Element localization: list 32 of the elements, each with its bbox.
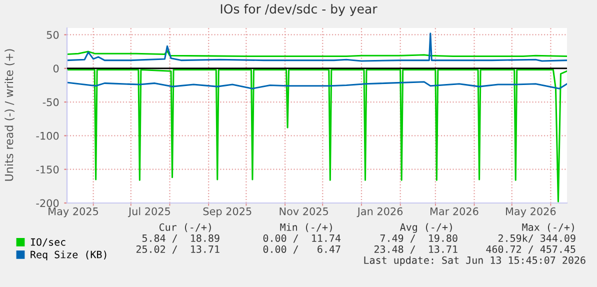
legend-label: IO/sec <box>30 238 66 247</box>
x-tick-label: Jul 2025 <box>128 207 170 218</box>
text: Max (-/+) <box>522 223 574 232</box>
text: 23.48 / 13.71 <box>374 245 458 254</box>
x-tick-label: Nov 2025 <box>280 207 328 216</box>
x-tick-label: Sep 2025 <box>203 207 252 218</box>
text: 2.59k/ 344.09 <box>498 234 576 243</box>
y-tick-label: -200 <box>36 199 59 208</box>
y-tick-label: 0 <box>53 64 59 72</box>
x-tick-label: May 2025 <box>48 207 98 218</box>
text: 7.49 / 19.80 <box>380 234 458 243</box>
x-tick-label: Mar 2026 <box>430 207 478 216</box>
text: 0.00 / 6.47 <box>263 245 340 254</box>
text: Last update: Sat Jun 13 15:45:07 2026 <box>364 256 586 266</box>
text: 25.02 / 13.71 <box>136 245 220 254</box>
line-series <box>67 32 567 62</box>
legend-label: Req Size (KB) <box>30 250 106 260</box>
text: Cur (-/+) <box>159 223 211 232</box>
y-tick-label: -50 <box>42 98 59 106</box>
text: Min (-/+) <box>280 223 332 232</box>
x-tick-label: May 2026 <box>506 207 556 218</box>
x-tick-label: Jan 2026 <box>356 207 403 218</box>
text: 5.84 / 18.89 <box>142 234 220 243</box>
y-tick-label: 50 <box>46 30 59 39</box>
y-axis-title: Units read (-) / write (+) <box>4 49 15 181</box>
y-tick-label: -100 <box>36 132 59 140</box>
text: 460.72 / 457.45 <box>486 245 576 254</box>
y-tick-label: -150 <box>36 166 59 174</box>
text: Avg (-/+) <box>400 223 452 233</box>
line-series <box>67 81 567 90</box>
text: 0.00 / 11.74 <box>263 234 341 243</box>
chart-title: IOs for /dev/sdc - by year <box>220 4 378 16</box>
